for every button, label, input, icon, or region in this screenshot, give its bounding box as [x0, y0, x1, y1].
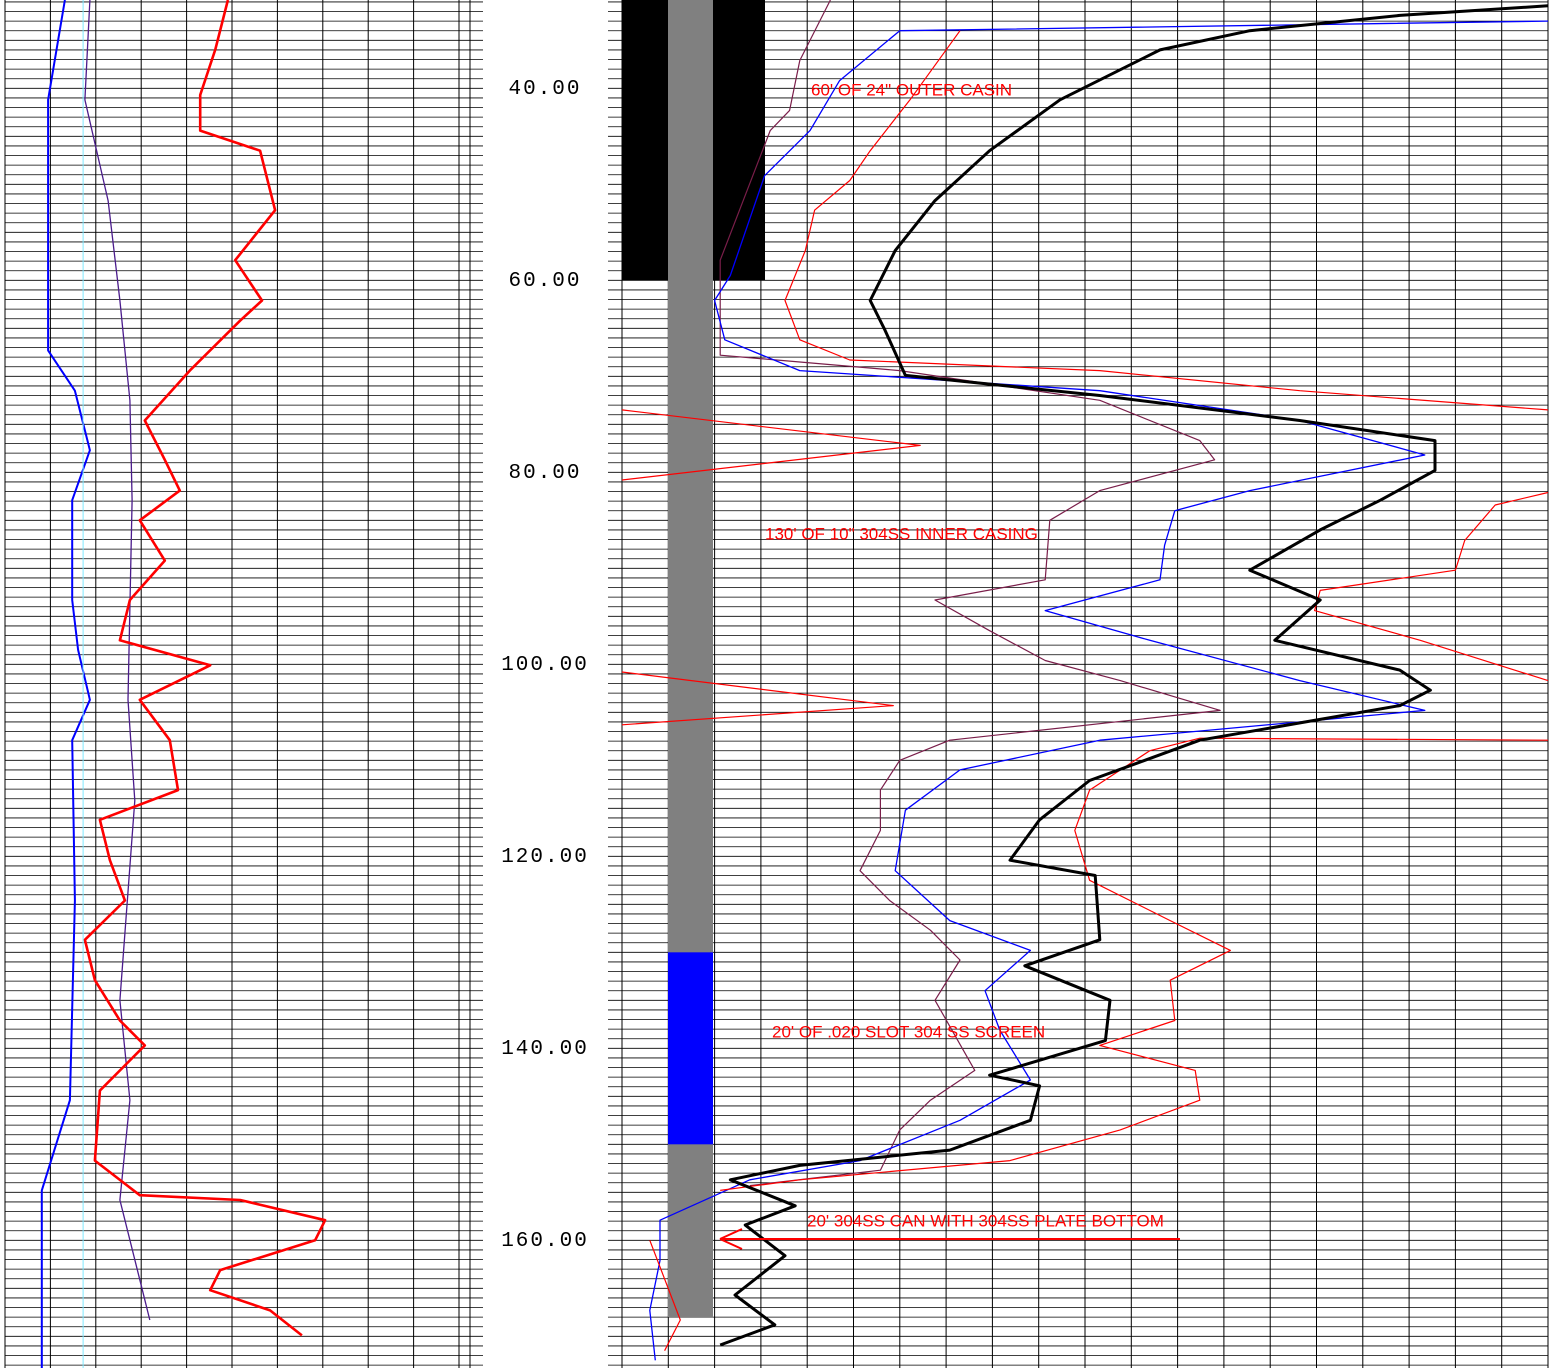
annotation: 20' 304SS CAN WITH 304SS PLATE BOTTOM: [807, 1211, 1164, 1230]
annotation: 60' OF 24" OUTER CASIN: [811, 80, 1012, 99]
annotation: 130' OF 10" 304SS INNER CASING: [765, 524, 1038, 543]
log-curve: [621, 30, 1549, 1351]
depth-label: 140.00: [501, 1038, 589, 1061]
depth-label: 40.00: [508, 78, 581, 101]
depth-label: 100.00: [501, 654, 589, 677]
annotation: 20' OF .020 SLOT 304 SS SCREEN: [772, 1022, 1045, 1041]
curves: [40, 0, 1549, 1368]
log-curve: [83, 0, 327, 1337]
depth-label: 160.00: [501, 1230, 589, 1253]
log-curve: [649, 20, 1549, 1361]
grid: [4, 0, 1549, 1368]
well-schematic: [622, 0, 765, 1318]
depth-labels: 40.00 60.00 80.00 100.00 120.00 140.00 160.00: [501, 78, 589, 1253]
depth-label: 80.00: [508, 462, 581, 485]
log-curve: [719, 4, 1549, 1347]
depth-label: 120.00: [501, 846, 589, 869]
log-curve: [84, 0, 151, 1321]
well-section: [668, 952, 713, 1145]
log-curve: [719, 0, 1221, 1187]
arrow-head: [719, 1228, 743, 1250]
log-curve: [40, 0, 91, 1368]
depth-label: 60.00: [508, 270, 581, 293]
